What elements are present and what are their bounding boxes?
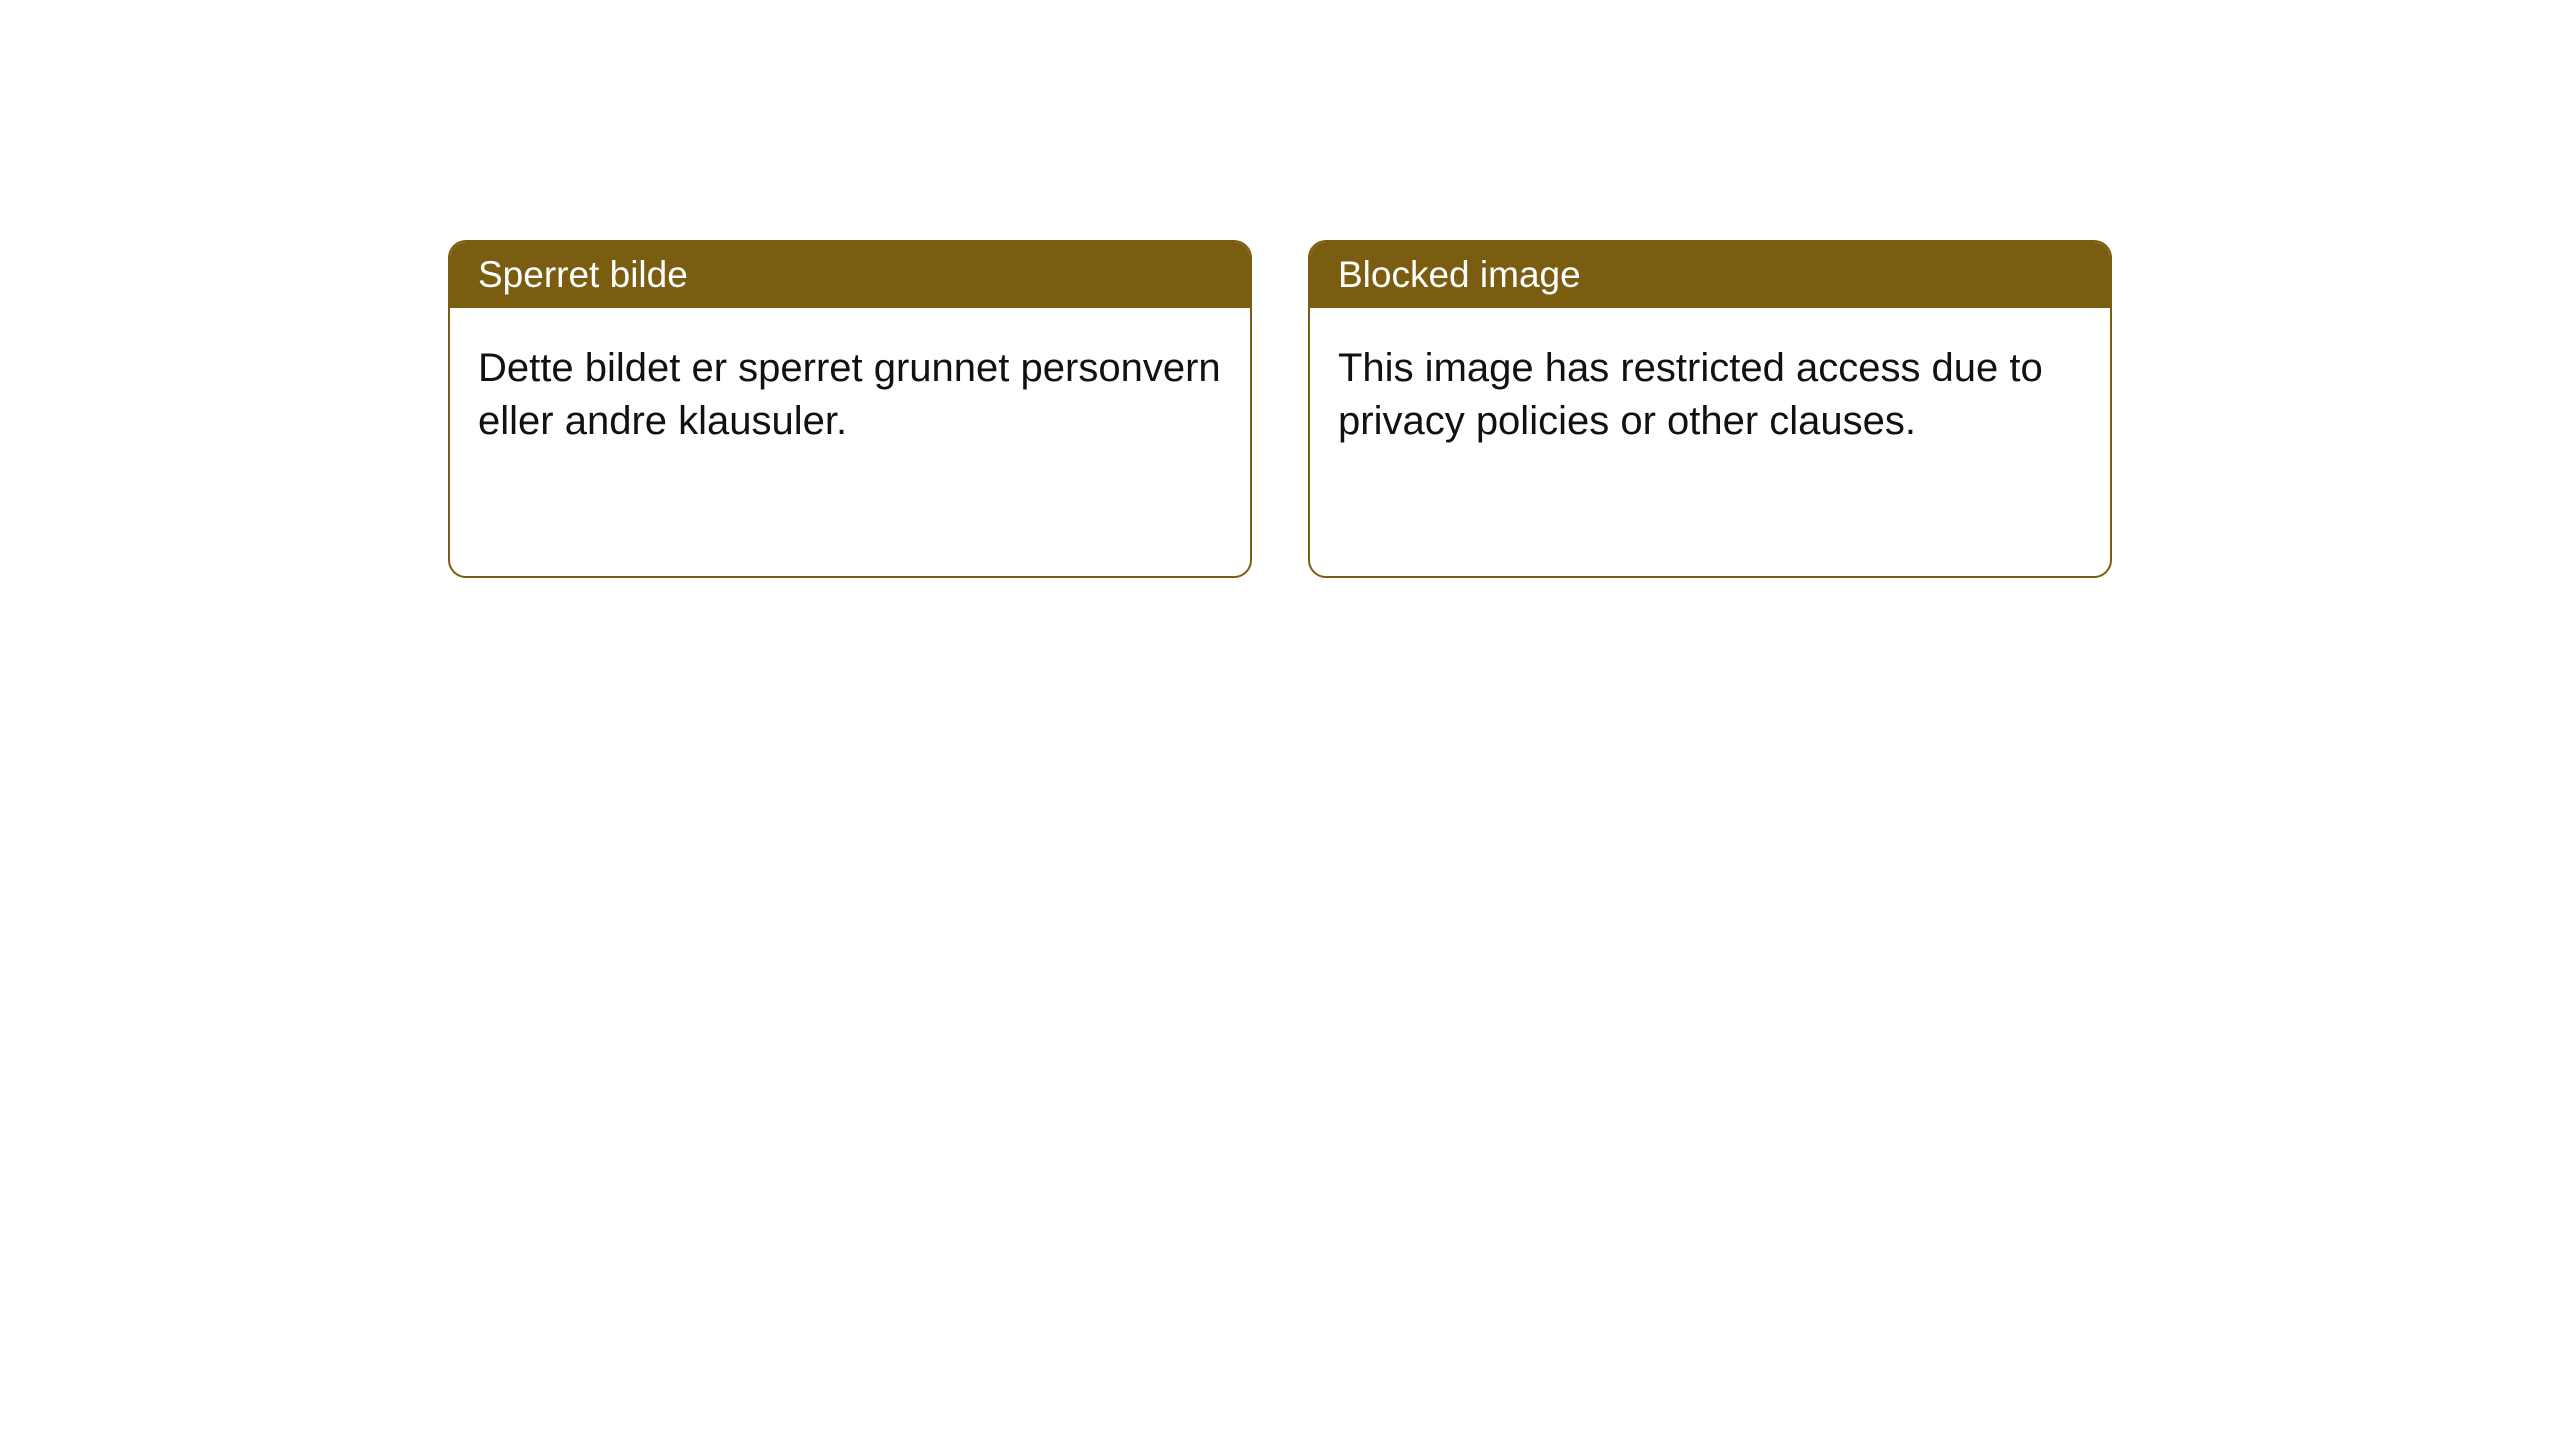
notice-text: Dette bildet er sperret grunnet personve… xyxy=(478,346,1221,443)
notice-title: Blocked image xyxy=(1338,254,1581,295)
notice-box-norwegian: Sperret bilde Dette bildet er sperret gr… xyxy=(448,240,1252,578)
notice-title: Sperret bilde xyxy=(478,254,688,295)
notice-box-english: Blocked image This image has restricted … xyxy=(1308,240,2112,578)
notice-container: Sperret bilde Dette bildet er sperret gr… xyxy=(0,0,2560,578)
notice-body: This image has restricted access due to … xyxy=(1310,308,2110,482)
notice-text: This image has restricted access due to … xyxy=(1338,346,2043,443)
notice-body: Dette bildet er sperret grunnet personve… xyxy=(450,308,1250,482)
notice-header: Sperret bilde xyxy=(450,242,1250,308)
notice-header: Blocked image xyxy=(1310,242,2110,308)
